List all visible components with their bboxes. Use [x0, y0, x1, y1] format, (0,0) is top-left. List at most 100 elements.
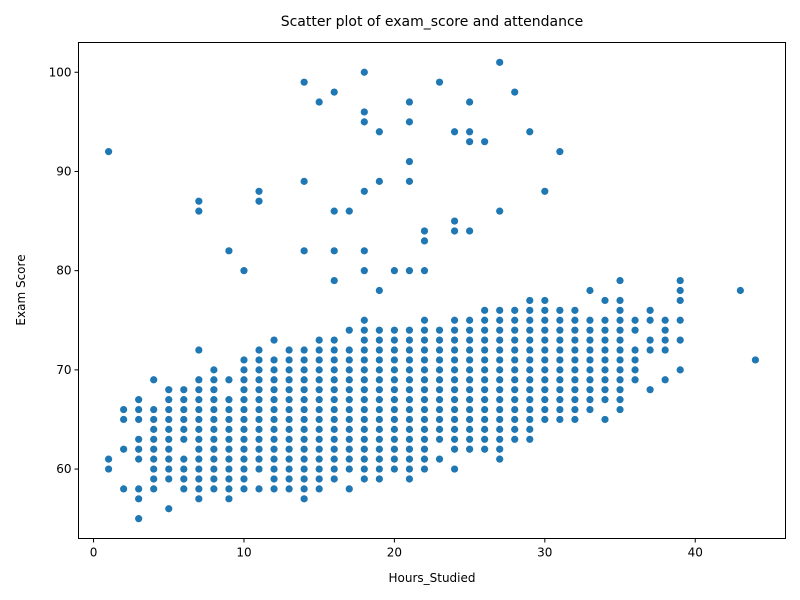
data-point [601, 356, 609, 364]
data-point [390, 455, 398, 463]
data-point [646, 316, 654, 324]
data-point [210, 485, 218, 493]
data-point [150, 485, 158, 493]
data-point [420, 336, 429, 344]
data-point [466, 227, 474, 235]
data-point [405, 157, 414, 166]
data-point [526, 316, 534, 324]
data-point [285, 465, 293, 473]
data-point [676, 276, 684, 285]
data-point [616, 306, 624, 314]
data-point [150, 405, 158, 414]
data-point [360, 465, 368, 473]
data-point [556, 356, 564, 364]
data-point [541, 376, 549, 384]
data-point [195, 465, 203, 473]
data-point [616, 396, 624, 404]
data-point [405, 425, 414, 433]
data-point [225, 455, 233, 463]
data-point [240, 445, 248, 453]
data-point [450, 217, 459, 225]
data-point [435, 336, 444, 344]
data-point [571, 346, 579, 354]
data-point [210, 445, 218, 453]
data-point [616, 366, 624, 374]
data-point [255, 187, 263, 195]
data-point [481, 138, 489, 146]
data-point [586, 405, 594, 414]
axes [78, 42, 786, 539]
data-point [165, 425, 173, 433]
data-point [315, 405, 323, 414]
data-point [375, 326, 383, 334]
data-point [541, 306, 549, 314]
data-point [481, 356, 489, 364]
data-point [420, 386, 429, 394]
data-point [616, 326, 624, 334]
data-point [285, 485, 293, 493]
data-point [270, 485, 278, 493]
data-point [195, 445, 203, 453]
data-point [195, 485, 203, 493]
data-point [180, 435, 188, 443]
y-axis-label: Exam Score [14, 254, 28, 325]
data-point [496, 386, 504, 394]
data-point [556, 386, 564, 394]
data-point [345, 445, 353, 453]
data-point [225, 475, 233, 483]
data-point [330, 445, 338, 453]
data-point [285, 376, 293, 384]
data-point [345, 326, 353, 334]
data-point [180, 465, 188, 473]
data-point [360, 316, 368, 324]
data-point [240, 475, 248, 483]
data-point [345, 207, 353, 215]
data-point [270, 386, 278, 394]
data-point [375, 425, 383, 433]
data-point [345, 386, 353, 394]
data-point [210, 435, 218, 443]
data-point [330, 396, 338, 404]
data-point [300, 396, 308, 404]
data-point [360, 247, 368, 255]
data-point [466, 396, 474, 404]
data-point [405, 386, 414, 394]
data-point [360, 108, 368, 116]
data-point [616, 296, 624, 305]
data-point [135, 445, 143, 453]
data-point [315, 415, 323, 424]
data-point [511, 336, 519, 344]
data-point [481, 306, 489, 314]
data-point [270, 415, 278, 424]
data-point [180, 425, 188, 433]
data-point [345, 435, 353, 443]
data-point [135, 405, 143, 414]
y-tick-label: 80 [56, 264, 71, 278]
data-point [526, 326, 534, 334]
data-point [375, 346, 383, 354]
data-point [511, 346, 519, 354]
data-point [420, 425, 429, 433]
data-point [165, 386, 173, 394]
data-point [195, 475, 203, 483]
data-point [616, 346, 624, 354]
data-point [496, 396, 504, 404]
data-point [466, 405, 474, 414]
data-point [511, 366, 519, 374]
data-point [240, 405, 248, 414]
data-point [210, 455, 218, 463]
data-point [300, 356, 308, 364]
data-point [255, 366, 263, 374]
data-point [541, 296, 549, 305]
data-point [601, 296, 609, 305]
data-point [450, 386, 459, 394]
data-point [405, 475, 414, 483]
data-point [345, 366, 353, 374]
data-point [526, 376, 534, 384]
data-point [240, 425, 248, 433]
data-point [556, 405, 564, 414]
data-point [511, 435, 519, 443]
data-point [405, 177, 414, 185]
data-point [300, 475, 308, 483]
data-point [255, 405, 263, 414]
